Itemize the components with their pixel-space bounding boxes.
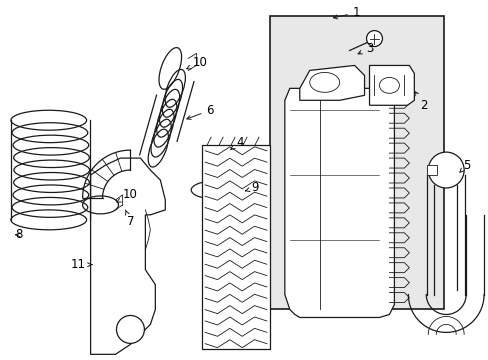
- Text: 1: 1: [333, 6, 360, 19]
- Circle shape: [427, 152, 463, 188]
- Text: 8: 8: [15, 228, 22, 241]
- Circle shape: [366, 31, 382, 46]
- Text: 10: 10: [117, 188, 138, 202]
- Polygon shape: [90, 158, 165, 354]
- Text: 4: 4: [230, 136, 244, 149]
- Text: 11: 11: [71, 258, 92, 271]
- Polygon shape: [285, 88, 394, 318]
- Polygon shape: [299, 66, 364, 100]
- Bar: [427, 165, 436, 175]
- Circle shape: [116, 315, 144, 343]
- Text: 5: 5: [459, 158, 470, 172]
- Text: 6: 6: [186, 104, 213, 120]
- Text: 3: 3: [357, 42, 372, 55]
- Text: 7: 7: [125, 210, 134, 228]
- Text: 9: 9: [245, 181, 258, 194]
- Text: 10: 10: [186, 56, 207, 69]
- Bar: [202, 145, 269, 349]
- Polygon shape: [369, 66, 413, 105]
- Text: 2: 2: [414, 91, 427, 112]
- Bar: [269, 15, 443, 310]
